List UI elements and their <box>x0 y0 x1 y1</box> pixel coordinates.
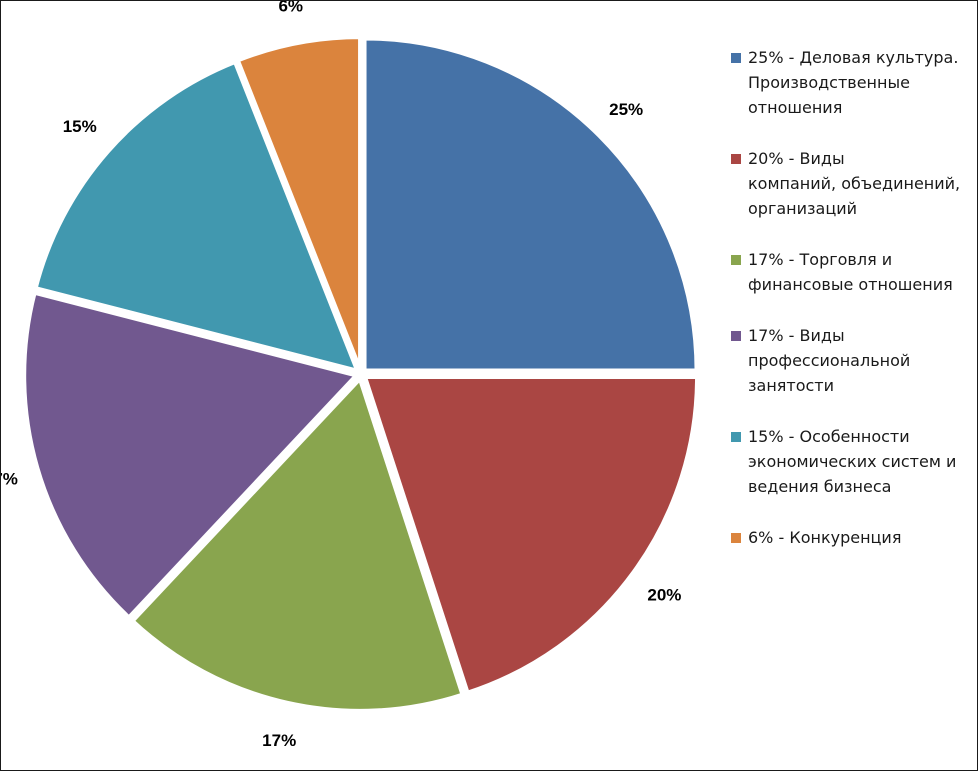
legend-item-4: 15% - Особенности экономических систем и… <box>731 424 976 499</box>
legend-swatch-4 <box>731 432 741 442</box>
legend-label-1: 20% - Виды компаний, объединений, органи… <box>748 149 961 218</box>
pie-slice-2 <box>130 376 465 713</box>
legend-swatch-5 <box>731 533 741 543</box>
data-label-5: 6% <box>278 1 303 16</box>
pie-slice-3 <box>22 290 359 620</box>
data-label-3: 17% <box>1 470 18 489</box>
data-label-1: 20% <box>647 585 681 604</box>
data-label-4: 15% <box>63 117 97 136</box>
legend-item-0: 25% - Деловая культура. Производственные… <box>731 45 976 120</box>
legend-swatch-2 <box>731 255 741 265</box>
legend-item-2: 17% - Торговля и финансовые отношения <box>731 247 976 297</box>
legend-label-3: 17% - Виды профессиональной занятости <box>748 326 911 395</box>
pie-slice-5 <box>235 35 363 372</box>
legend-item-5: 6% - Конкуренция <box>731 525 976 550</box>
pie-slice-4 <box>33 60 360 373</box>
legend-swatch-3 <box>731 331 741 341</box>
data-label-0: 25% <box>609 100 643 119</box>
legend: 25% - Деловая культура. Производственные… <box>731 45 976 576</box>
pie-slice-1 <box>363 374 700 695</box>
pie-slice-0 <box>362 36 699 373</box>
legend-item-3: 17% - Виды профессиональной занятости <box>731 323 976 398</box>
legend-item-1: 20% - Виды компаний, объединений, органи… <box>731 146 976 221</box>
legend-swatch-0 <box>731 53 741 63</box>
data-label-2: 17% <box>262 731 296 750</box>
legend-label-2: 17% - Торговля и финансовые отношения <box>748 250 953 294</box>
legend-label-4: 15% - Особенности экономических систем и… <box>748 427 957 496</box>
legend-label-5: 6% - Конкуренция <box>748 528 902 547</box>
legend-label-0: 25% - Деловая культура. Производственные… <box>748 48 959 117</box>
legend-swatch-1 <box>731 154 741 164</box>
